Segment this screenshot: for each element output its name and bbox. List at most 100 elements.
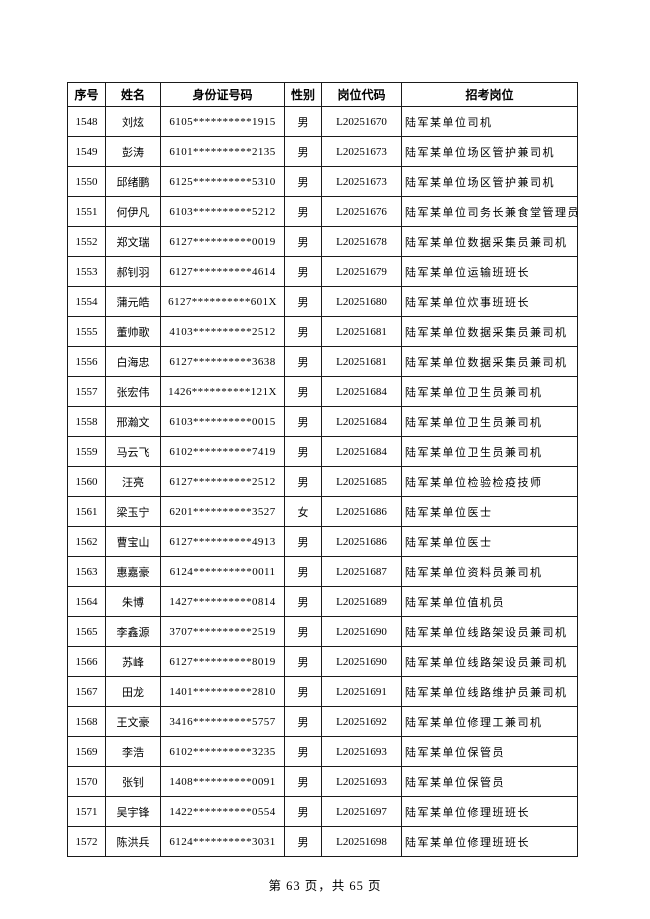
table-row: 1565 李鑫源 3707**********2519 男 L20251690 陆军某单位…	[67, 616, 578, 647]
cell-gender: 男	[284, 796, 322, 827]
cell-name: 曹宝山	[105, 526, 161, 557]
cell-job-code: L20251684	[321, 436, 402, 467]
cell-position: 陆军某单位修理班班长	[401, 796, 578, 827]
cell-index: 1557	[67, 376, 106, 407]
cell-position: 陆军某单位线路维护员兼司机	[401, 676, 578, 707]
cell-name: 惠嘉豪	[105, 556, 161, 587]
cell-position: 陆军某单位场区管护兼司机	[401, 166, 578, 197]
cell-gender: 男	[284, 826, 322, 857]
table-row: 1549 彭涛 6101**********2135 男 L20251673 陆军某单位场…	[67, 136, 578, 167]
table-row: 1555 董帅歌 4103**********2512 男 L20251681 陆军某单位…	[67, 316, 578, 347]
table-row: 1571 吴宇锋 1422**********0554 男 L20251697 陆军某单位…	[67, 796, 578, 827]
cell-index: 1571	[67, 796, 106, 827]
page-number: 第 63 页，共 65 页	[268, 879, 382, 893]
cell-job-code: L20251690	[321, 616, 402, 647]
cell-index: 1562	[67, 526, 106, 557]
cell-index: 1552	[67, 226, 106, 257]
cell-position: 陆军某单位运输班班长	[401, 256, 578, 287]
cell-name: 李鑫源	[105, 616, 161, 647]
cell-name: 董帅歌	[105, 316, 161, 347]
table-row: 1552 郑文瑞 6127**********0019 男 L20251678 陆军某单位…	[67, 226, 578, 257]
table-row: 1553 郝钊羽 6127**********4614 男 L20251679 陆军某单位…	[67, 256, 578, 287]
cell-job-code: L20251684	[321, 406, 402, 437]
cell-id-number: 6127**********3638	[160, 346, 285, 377]
cell-position: 陆军某单位数据采集员兼司机	[401, 316, 578, 347]
cell-gender: 男	[284, 316, 322, 347]
cell-position: 陆军某单位线路架设员兼司机	[401, 616, 578, 647]
table-row: 1562 曹宝山 6127**********4913 男 L20251686 陆军某单位…	[67, 526, 578, 557]
cell-name: 蒲元皓	[105, 286, 161, 317]
table-row: 1566 苏峰 6127**********8019 男 L20251690 陆军某单位线…	[67, 646, 578, 677]
cell-gender: 男	[284, 646, 322, 677]
cell-id-number: 6124**********0011	[160, 556, 285, 587]
cell-job-code: L20251679	[321, 256, 402, 287]
cell-id-number: 6101**********2135	[160, 136, 285, 167]
cell-gender: 男	[284, 196, 322, 227]
table-row: 1569 李浩 6102**********3235 男 L20251693 陆军某单位保…	[67, 736, 578, 767]
cell-index: 1565	[67, 616, 106, 647]
table-row: 1572 陈洪兵 6124**********3031 男 L20251698 陆军某单位…	[67, 826, 578, 857]
cell-position: 陆军某单位卫生员兼司机	[401, 436, 578, 467]
cell-job-code: L20251692	[321, 706, 402, 737]
cell-position: 陆军某单位卫生员兼司机	[401, 406, 578, 437]
cell-index: 1563	[67, 556, 106, 587]
cell-position: 陆军某单位数据采集员兼司机	[401, 226, 578, 257]
cell-gender: 男	[284, 766, 322, 797]
cell-id-number: 4103**********2512	[160, 316, 285, 347]
cell-gender: 男	[284, 736, 322, 767]
cell-position: 陆军某单位司务长兼食堂管理员	[401, 196, 578, 227]
cell-position: 陆军某单位卫生员兼司机	[401, 376, 578, 407]
table-row: 1558 邢瀚文 6103**********0015 男 L20251684 陆军某单位…	[67, 406, 578, 437]
cell-index: 1561	[67, 496, 106, 527]
cell-name: 李浩	[105, 736, 161, 767]
column-header-index: 序号	[67, 82, 106, 107]
header-row: 序号 姓名 身份证号码 性别 岗位代码 招考岗位	[67, 82, 578, 107]
table-row: 1559 马云飞 6102**********7419 男 L20251684 陆军某单位…	[67, 436, 578, 467]
cell-gender: 男	[284, 106, 322, 137]
cell-gender: 男	[284, 346, 322, 377]
cell-index: 1559	[67, 436, 106, 467]
cell-job-code: L20251681	[321, 316, 402, 347]
cell-gender: 男	[284, 436, 322, 467]
cell-position: 陆军某单位炊事班班长	[401, 286, 578, 317]
cell-id-number: 6127**********8019	[160, 646, 285, 677]
cell-index: 1556	[67, 346, 106, 377]
cell-job-code: L20251673	[321, 136, 402, 167]
cell-id-number: 3416**********5757	[160, 706, 285, 737]
cell-job-code: L20251676	[321, 196, 402, 227]
cell-id-number: 6127**********2512	[160, 466, 285, 497]
cell-job-code: L20251678	[321, 226, 402, 257]
column-header-position: 招考岗位	[401, 82, 578, 107]
cell-gender: 男	[284, 226, 322, 257]
cell-name: 郝钊羽	[105, 256, 161, 287]
cell-index: 1549	[67, 136, 106, 167]
cell-job-code: L20251685	[321, 466, 402, 497]
table-row: 1556 白海忠 6127**********3638 男 L20251681 陆军某单位…	[67, 346, 578, 377]
cell-name: 田龙	[105, 676, 161, 707]
cell-job-code: L20251693	[321, 736, 402, 767]
cell-index: 1570	[67, 766, 106, 797]
cell-position: 陆军某单位医士	[401, 526, 578, 557]
cell-index: 1551	[67, 196, 106, 227]
cell-index: 1554	[67, 286, 106, 317]
cell-name: 邢瀚文	[105, 406, 161, 437]
cell-index: 1568	[67, 706, 106, 737]
cell-gender: 女	[284, 496, 322, 527]
cell-name: 王文豪	[105, 706, 161, 737]
cell-gender: 男	[284, 676, 322, 707]
column-header-name: 姓名	[105, 82, 161, 107]
cell-name: 刘炫	[105, 106, 161, 137]
cell-id-number: 6103**********5212	[160, 196, 285, 227]
cell-position: 陆军某单位资料员兼司机	[401, 556, 578, 587]
cell-name: 彭涛	[105, 136, 161, 167]
table-row: 1568 王文豪 3416**********5757 男 L20251692 陆军某单位…	[67, 706, 578, 737]
cell-id-number: 1408**********0091	[160, 766, 285, 797]
cell-id-number: 1426**********121X	[160, 376, 285, 407]
cell-job-code: L20251686	[321, 496, 402, 527]
cell-job-code: L20251681	[321, 346, 402, 377]
cell-id-number: 6124**********3031	[160, 826, 285, 857]
cell-name: 白海忠	[105, 346, 161, 377]
cell-id-number: 1401**********2810	[160, 676, 285, 707]
table-row: 1551 何伊凡 6103**********5212 男 L20251676 陆军某单位…	[67, 196, 578, 227]
cell-position: 陆军某单位检验检疫技师	[401, 466, 578, 497]
